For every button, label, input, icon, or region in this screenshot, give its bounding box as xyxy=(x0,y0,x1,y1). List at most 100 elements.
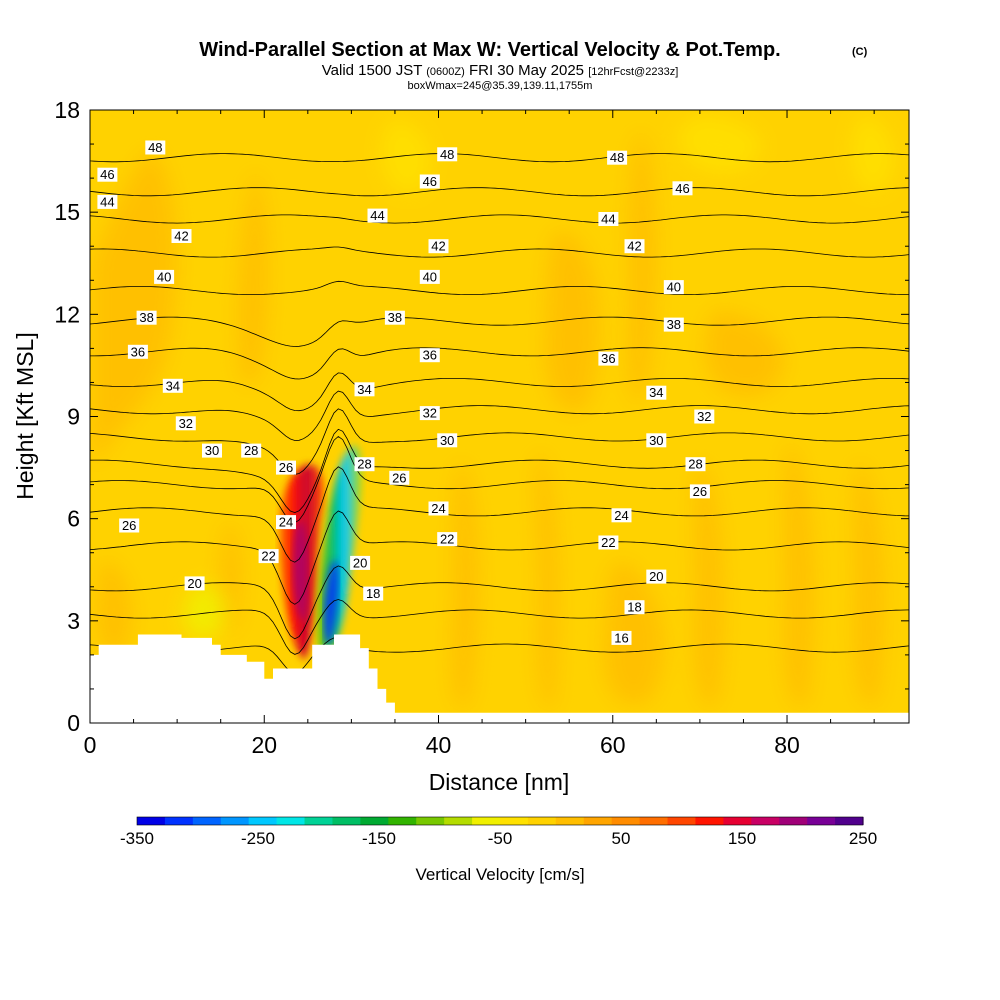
contour-label: 38 xyxy=(663,317,684,332)
contour-label-box xyxy=(119,518,140,533)
theta-contour-line xyxy=(90,372,909,412)
x-tick-label: 40 xyxy=(426,732,452,758)
colorbar: -350 -250 -150 -50 50 150 250 xyxy=(120,816,877,848)
colorbar-swatch xyxy=(723,817,752,825)
contour-label-box xyxy=(598,351,619,366)
colorbar-swatch xyxy=(835,817,864,825)
contour-label-box xyxy=(350,555,371,570)
contour-label: 24 xyxy=(428,501,449,516)
contour-label-box xyxy=(646,385,667,400)
contour-label-box xyxy=(258,549,279,564)
colorbar-tick-label: -250 xyxy=(241,829,275,848)
contour-label-box xyxy=(175,416,196,431)
contour-label-text: 36 xyxy=(423,348,437,363)
contour-label: 44 xyxy=(367,208,388,223)
contour-label-text: 32 xyxy=(423,406,437,421)
contour-label: 18 xyxy=(363,586,384,601)
colorbar-swatch xyxy=(332,817,361,825)
contour-label-text: 46 xyxy=(100,167,114,182)
contour-label: 38 xyxy=(136,310,157,325)
contour-label: 34 xyxy=(354,382,375,397)
colorbar-swatch xyxy=(388,817,417,825)
contour-label-box xyxy=(624,239,645,254)
colorbar-tick-label: -350 xyxy=(120,829,154,848)
contour-label: 38 xyxy=(384,310,405,325)
contour-label: 42 xyxy=(171,229,192,244)
contour-label: 30 xyxy=(437,433,458,448)
contour-label-box xyxy=(276,460,296,475)
colorbar-tick-label: -150 xyxy=(362,829,396,848)
contour-label: 46 xyxy=(97,167,118,182)
theta-contour-line xyxy=(90,466,909,563)
contour-label-text: 28 xyxy=(688,457,702,472)
box-info: boxWmax=245@35.39,139.11,1755m xyxy=(408,80,593,92)
contour-label: 24 xyxy=(611,508,632,523)
colorbar-swatch xyxy=(779,817,808,825)
contour-label-text: 24 xyxy=(614,508,628,523)
contour-label-box xyxy=(598,212,619,226)
theta-contour-line xyxy=(90,565,909,640)
colorbar-swatch xyxy=(472,817,501,825)
field-texture xyxy=(92,115,894,710)
contour-label-text: 48 xyxy=(610,150,624,165)
theta-contour-line xyxy=(90,153,909,163)
contour-label-text: 34 xyxy=(166,378,180,393)
contour-label: 48 xyxy=(145,140,166,155)
contour-label-box xyxy=(419,174,440,189)
contour-label-box xyxy=(354,382,375,397)
colorbar-tick-label: 150 xyxy=(728,829,756,848)
contour-label: 44 xyxy=(598,212,619,227)
y-tick-label: 0 xyxy=(67,710,80,736)
contour-label-text: 20 xyxy=(353,555,367,570)
contour-label: 42 xyxy=(624,239,645,254)
contour-label-box xyxy=(184,576,205,591)
contour-label-box xyxy=(428,239,449,254)
contour-label: 48 xyxy=(437,147,458,162)
contour-label: 40 xyxy=(154,269,175,284)
contour-label-text: 36 xyxy=(601,351,615,366)
contour-label: 30 xyxy=(646,433,667,448)
contour-label-text: 20 xyxy=(187,576,201,591)
contour-label-text: 44 xyxy=(100,194,114,209)
contour-label: 28 xyxy=(241,443,262,458)
contour-label-text: 48 xyxy=(440,147,454,162)
contour-label-text: 32 xyxy=(179,416,193,431)
contour-label-box xyxy=(428,501,449,516)
contour-label: 28 xyxy=(354,457,375,472)
contour-label-box xyxy=(437,433,458,448)
contour-label-box xyxy=(241,443,262,458)
contour-label: 48 xyxy=(607,150,628,165)
contour-label-box xyxy=(97,167,118,182)
contour-label-box xyxy=(689,484,710,499)
y-axis-label: Height [Kft MSL] xyxy=(12,332,38,499)
contour-label: 40 xyxy=(419,269,440,284)
theta-contour-line xyxy=(90,246,909,258)
theta-contour-line xyxy=(90,428,909,514)
contour-label-box xyxy=(136,310,157,325)
theta-contour-line xyxy=(90,435,909,524)
contour-label-box xyxy=(611,508,632,523)
colorbar-swatch xyxy=(360,817,389,825)
contour-label: 36 xyxy=(598,351,619,366)
contour-label: 28 xyxy=(685,457,706,472)
contour-label-box xyxy=(646,433,667,448)
contour-label-box xyxy=(672,181,693,196)
contour-label-text: 24 xyxy=(431,501,445,516)
theta-contour-line xyxy=(90,187,909,197)
theta-contour-lines xyxy=(90,153,909,674)
contour-label-box xyxy=(154,269,175,284)
contour-label-box xyxy=(419,406,440,421)
contour-label: 32 xyxy=(694,409,715,424)
colorbar-swatch xyxy=(137,817,166,825)
theta-contour-line xyxy=(90,347,909,380)
x-tick-label: 0 xyxy=(84,732,97,758)
contour-label-text: 18 xyxy=(366,586,380,601)
contour-label-text: 42 xyxy=(431,239,445,254)
contour-label: 18 xyxy=(624,600,645,615)
contour-label-text: 34 xyxy=(649,385,663,400)
colorbar-swatch xyxy=(695,817,724,825)
colorbar-swatch xyxy=(444,817,473,825)
contour-label: 34 xyxy=(646,385,667,400)
y-tick-label: 12 xyxy=(54,301,80,327)
